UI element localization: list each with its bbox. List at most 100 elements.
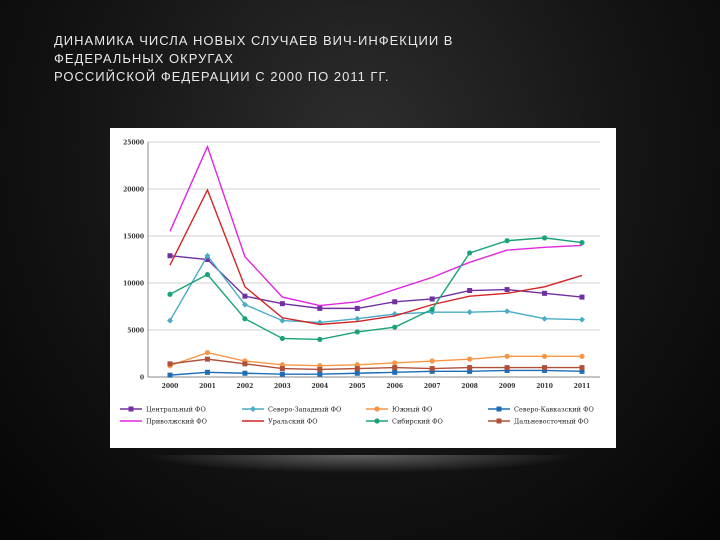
series-line: [169, 369, 583, 376]
data-point: [579, 365, 585, 371]
data-point: [279, 301, 285, 307]
data-point: [392, 299, 398, 305]
x-tick-label: 2010: [536, 383, 553, 390]
data-point: [429, 366, 435, 372]
data-point: [429, 296, 435, 302]
data-point: [467, 356, 473, 362]
data-point: [429, 368, 435, 374]
axis-layer: 0 5000 10000 15000 20000 25000 2000 2001 2002 200…: [123, 140, 590, 391]
data-point: [317, 366, 323, 372]
data-point: [354, 315, 361, 322]
data-point: [204, 356, 210, 362]
slide-title-line-1: ДИНАМИКА ЧИСЛА НОВЫХ СЛУЧАЕВ ВИЧ-ИНФЕКЦИ…: [54, 33, 454, 48]
legend-entry: Дальневосточный ФО: [488, 418, 589, 426]
slide-title: ДИНАМИКА ЧИСЛА НОВЫХ СЛУЧАЕВ ВИЧ-ИНФЕКЦИ…: [54, 32, 674, 86]
y-tick-label: 15000: [123, 234, 144, 241]
data-point: [279, 335, 285, 342]
data-point: [354, 305, 360, 311]
series-7: [167, 235, 585, 342]
y-tick-label: 5000: [127, 328, 144, 335]
legend-entry: Южный ФО: [366, 406, 432, 414]
legend-layer: Центральный ФО Северо-Западный ФО Южный ФО…: [120, 406, 594, 426]
series-line: [169, 351, 582, 367]
data-point: [204, 271, 211, 278]
legend-entry: Сибирский ФО: [366, 418, 443, 426]
data-point: [241, 301, 248, 308]
data-point: [466, 309, 473, 316]
data-point: [354, 329, 360, 335]
data-point: [204, 349, 211, 356]
x-tick-label: 2002: [237, 383, 254, 390]
legend-entry: Уральский ФО: [242, 418, 318, 426]
data-point: [279, 366, 285, 372]
data-point: [242, 370, 248, 376]
x-tick-label: 2006: [386, 383, 403, 390]
series-3: [167, 349, 585, 369]
data-point: [467, 250, 473, 256]
data-point: [392, 369, 398, 375]
data-point: [429, 358, 435, 364]
data-point: [167, 253, 173, 259]
series-layer: [167, 144, 585, 378]
series-8: [167, 356, 585, 372]
legend-marker: [374, 418, 380, 424]
data-point: [242, 316, 248, 322]
legend-marker: [374, 406, 380, 412]
data-point: [392, 360, 398, 366]
data-point: [167, 291, 173, 297]
legend-marker: [496, 418, 502, 424]
legend-entry: Приволжский ФО: [120, 418, 207, 426]
grid-layer: [148, 141, 600, 378]
y-tick-label: 0: [140, 375, 144, 382]
x-tick-label: 2005: [349, 383, 366, 390]
data-point: [279, 317, 286, 324]
series-line: [169, 254, 583, 324]
chart-panel: 0 5000 10000 15000 20000 25000 2000 2001 2002 200…: [110, 128, 616, 448]
data-point: [391, 311, 398, 318]
data-point: [541, 315, 548, 322]
legend-label: Уральский ФО: [268, 418, 318, 426]
series-5: [169, 144, 583, 307]
line-chart: 0 5000 10000 15000 20000 25000 2000 2001 2002 200…: [120, 140, 600, 426]
x-tick-label: 2009: [499, 383, 516, 390]
series-line: [169, 237, 583, 341]
x-tick-label: 2001: [199, 383, 216, 390]
x-tick-label: 2004: [311, 383, 328, 390]
data-point: [354, 370, 360, 376]
legend-marker: [496, 406, 502, 412]
data-point: [204, 369, 210, 375]
data-point: [542, 290, 548, 296]
data-point: [242, 293, 248, 299]
data-point: [467, 288, 473, 294]
data-point: [504, 308, 511, 315]
data-point: [167, 372, 173, 378]
series-line: [169, 358, 582, 371]
series-4: [167, 367, 585, 378]
legend-label: Северо-Западный ФО: [268, 406, 341, 414]
data-point: [542, 367, 548, 373]
series-line: [169, 144, 583, 307]
legend-label: Центральный ФО: [146, 406, 206, 414]
series-6: [169, 188, 583, 326]
data-point: [467, 365, 473, 371]
legend-marker: [128, 406, 134, 412]
data-point: [541, 353, 548, 359]
y-tick-label: 25000: [123, 140, 144, 147]
y-tick-label: 10000: [123, 281, 144, 288]
data-point: [167, 361, 173, 367]
data-point: [579, 294, 585, 300]
legend-entry: Центральный ФО: [120, 406, 206, 414]
data-point: [429, 306, 435, 312]
data-point: [204, 252, 211, 259]
data-point: [542, 365, 548, 371]
slide-title-line-2: ФЕДЕРАЛЬНЫХ ОКРУГАХ: [54, 51, 234, 66]
x-tick-label: 2011: [574, 383, 591, 390]
data-point: [579, 368, 585, 374]
x-tick-label: 2003: [274, 383, 291, 390]
data-point: [392, 324, 398, 330]
data-point: [167, 317, 173, 324]
data-point: [242, 361, 248, 367]
data-point: [317, 305, 323, 311]
slide-title-line-3: РОССИЙСКОЙ ФЕДЕРАЦИИ С 2000 ПО 2011 ГГ.: [54, 69, 390, 84]
x-tick-label: 2007: [424, 383, 441, 390]
